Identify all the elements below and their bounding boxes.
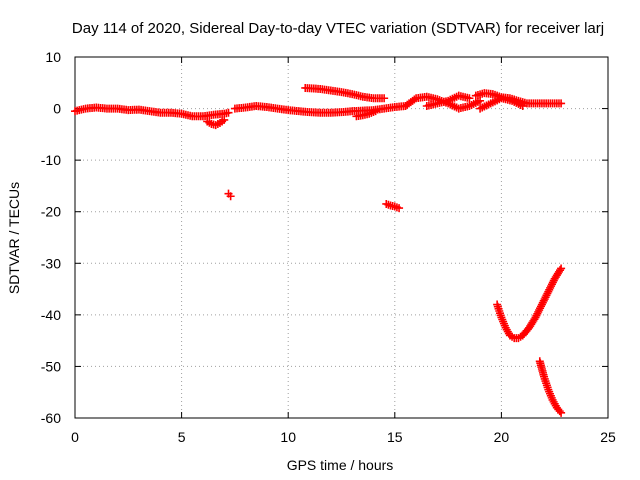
- series-loop-16.5-18.5h: [422, 91, 474, 110]
- series-outlier-7.3h: [224, 189, 235, 201]
- data-point: [536, 302, 545, 311]
- data-point: [534, 307, 543, 316]
- y-axis-label: SDTVAR / TECUs: [6, 182, 22, 294]
- series-cross-19.5-21h: [476, 94, 527, 113]
- data-point: [220, 115, 229, 124]
- data-point: [533, 309, 542, 318]
- x-tick-label: 0: [71, 429, 79, 445]
- y-tick-label: -60: [41, 410, 61, 426]
- data-point: [542, 291, 551, 300]
- series-dip-14h: [352, 107, 380, 121]
- data-point: [544, 287, 553, 296]
- data-point: [547, 282, 556, 291]
- x-tick-label: 10: [280, 429, 296, 445]
- y-tick-label: -40: [41, 307, 61, 323]
- data-point: [540, 295, 549, 304]
- data-point: [545, 285, 554, 294]
- x-axis-label: GPS time / hours: [287, 457, 394, 473]
- data-point: [557, 408, 566, 417]
- data-point: [536, 304, 545, 313]
- series-v-shape: [493, 264, 566, 343]
- y-tick-label: -50: [41, 358, 61, 374]
- plot-frame: [74, 56, 609, 419]
- y-tick-label: -20: [41, 204, 61, 220]
- y-tick-label: 10: [45, 49, 61, 65]
- chart-title: Day 114 of 2020, Sidereal Day-to-day VTE…: [72, 20, 604, 37]
- data-marks: [71, 83, 566, 417]
- data-point: [518, 101, 527, 110]
- data-point: [371, 107, 380, 116]
- data-point: [543, 289, 552, 298]
- y-tick-label: -10: [41, 152, 61, 168]
- x-tick-label: 15: [387, 429, 403, 445]
- series-main-band-1: [71, 103, 233, 121]
- y-tick-label: -30: [41, 255, 61, 271]
- axis-ticks: 0 5 10 15 20 25 10 0 -10 -20 -30 -40 -50 -60: [41, 49, 616, 445]
- series-outlier-15h: [382, 199, 404, 213]
- data-point: [224, 108, 233, 117]
- data-point: [532, 311, 541, 320]
- data-point: [548, 278, 557, 287]
- series-descending: [535, 357, 566, 417]
- data-point: [226, 192, 235, 201]
- series-upper-arc: [301, 83, 389, 103]
- y-tick-label: 0: [53, 101, 61, 117]
- data-point: [546, 283, 555, 292]
- data-point: [541, 293, 550, 302]
- data-point: [539, 296, 548, 305]
- data-point: [395, 204, 404, 213]
- data-point: [557, 264, 566, 273]
- data-point: [465, 94, 474, 103]
- data-point: [537, 300, 546, 309]
- data-point: [380, 94, 389, 103]
- data-point: [555, 407, 564, 416]
- x-tick-label: 20: [494, 429, 510, 445]
- data-point: [410, 95, 419, 104]
- x-tick-label: 25: [600, 429, 616, 445]
- data-point: [557, 99, 566, 108]
- data-point: [556, 266, 565, 275]
- data-point: [538, 298, 547, 307]
- data-point: [535, 306, 544, 315]
- data-point: [547, 280, 556, 289]
- data-point: [531, 313, 540, 322]
- x-tick-label: 5: [178, 429, 186, 445]
- series-dip-6.5h: [203, 115, 229, 130]
- series-band-19-22.8h: [471, 89, 566, 108]
- series-main-band-2: [230, 101, 410, 117]
- grid: [75, 57, 608, 418]
